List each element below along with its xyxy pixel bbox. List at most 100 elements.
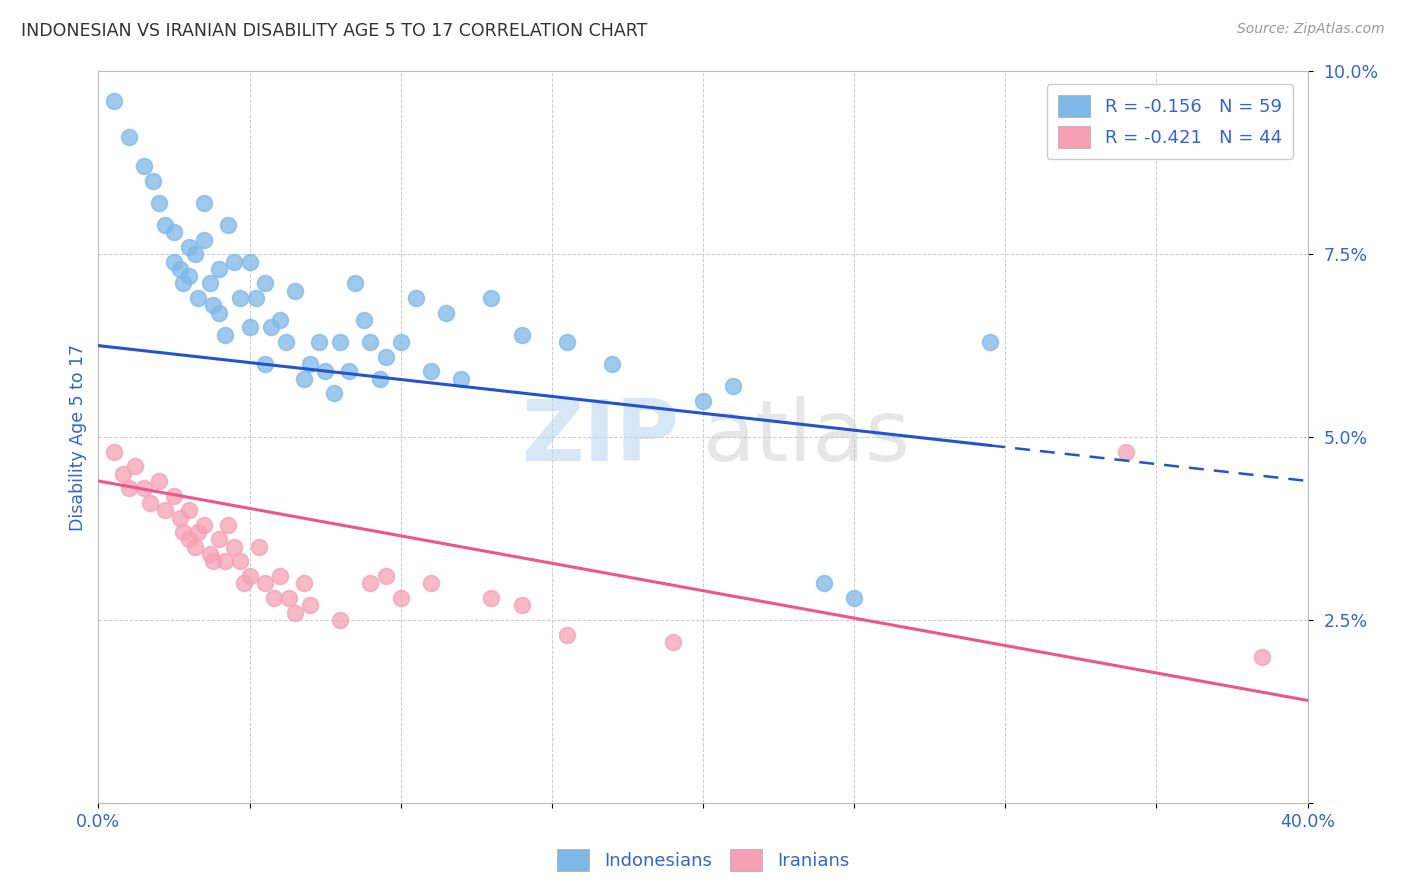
Point (193, 233, 215, 247)
Point (179, 503, 201, 517)
Point (153, 218, 176, 232)
Point (124, 459, 146, 474)
Point (323, 386, 346, 401)
Point (368, 371, 391, 385)
Point (389, 591, 412, 605)
Point (148, 474, 170, 488)
Point (111, 467, 134, 481)
Point (389, 334, 412, 349)
Point (481, 591, 503, 605)
Y-axis label: Disability Age 5 to 17: Disability Age 5 to 17 (69, 343, 87, 531)
Point (269, 569, 291, 583)
Point (172, 277, 194, 291)
Point (253, 277, 276, 291)
Point (360, 334, 382, 349)
Point (481, 291, 503, 305)
Point (263, 591, 285, 605)
Point (247, 540, 270, 554)
Point (1115, 444, 1137, 458)
Point (510, 327, 533, 342)
Point (217, 218, 239, 232)
Point (200, 277, 222, 291)
Point (208, 261, 231, 276)
Point (103, 444, 125, 458)
Point (337, 364, 360, 378)
Point (208, 533, 231, 547)
Text: ZIP: ZIP (522, 395, 679, 479)
Point (214, 327, 236, 342)
Point (163, 489, 186, 503)
Point (214, 554, 236, 568)
Point (179, 240, 201, 254)
Point (193, 196, 215, 211)
Point (184, 247, 207, 261)
Point (239, 569, 262, 583)
Point (132, 481, 155, 495)
Point (232, 576, 254, 591)
Point (374, 350, 396, 364)
Point (184, 540, 207, 554)
Point (374, 569, 396, 583)
Point (844, 591, 866, 605)
Point (118, 481, 141, 495)
Point (420, 364, 443, 378)
Point (510, 599, 533, 613)
Point (344, 277, 367, 291)
Point (253, 357, 276, 371)
Point (269, 313, 291, 327)
Point (153, 503, 176, 517)
Point (274, 334, 297, 349)
Point (224, 540, 246, 554)
Point (202, 554, 225, 568)
Point (450, 371, 472, 385)
Point (179, 269, 201, 284)
Point (284, 284, 307, 298)
Point (193, 517, 215, 532)
Point (148, 196, 170, 211)
Point (284, 606, 307, 620)
Point (132, 160, 155, 174)
Point (245, 291, 267, 305)
Point (813, 576, 835, 591)
Point (299, 599, 322, 613)
Point (239, 254, 262, 268)
Point (292, 371, 315, 385)
Point (187, 525, 209, 540)
Point (239, 320, 262, 334)
Point (360, 576, 382, 591)
Point (314, 364, 336, 378)
Legend: Indonesians, Iranians: Indonesians, Iranians (550, 842, 856, 879)
Point (172, 525, 194, 540)
Legend: R = -0.156   N = 59, R = -0.421   N = 44: R = -0.156 N = 59, R = -0.421 N = 44 (1047, 84, 1292, 159)
Point (253, 576, 276, 591)
Point (308, 334, 330, 349)
Point (200, 547, 222, 561)
Point (163, 254, 186, 268)
Point (179, 533, 201, 547)
Point (208, 306, 231, 320)
Point (260, 320, 283, 334)
Point (292, 576, 315, 591)
Point (329, 334, 352, 349)
Point (299, 357, 322, 371)
Point (169, 510, 191, 524)
Text: atlas: atlas (703, 395, 911, 479)
Point (1251, 649, 1274, 664)
Point (329, 613, 352, 627)
Point (602, 357, 624, 371)
Point (979, 334, 1001, 349)
Point (723, 379, 745, 393)
Point (163, 225, 186, 239)
Point (353, 313, 375, 327)
Point (555, 334, 578, 349)
Point (187, 291, 209, 305)
Point (692, 393, 714, 408)
Point (420, 576, 443, 591)
Point (224, 254, 246, 268)
Point (229, 554, 252, 568)
Point (277, 591, 299, 605)
Point (434, 306, 457, 320)
Point (229, 291, 252, 305)
Point (169, 261, 191, 276)
Point (217, 517, 239, 532)
